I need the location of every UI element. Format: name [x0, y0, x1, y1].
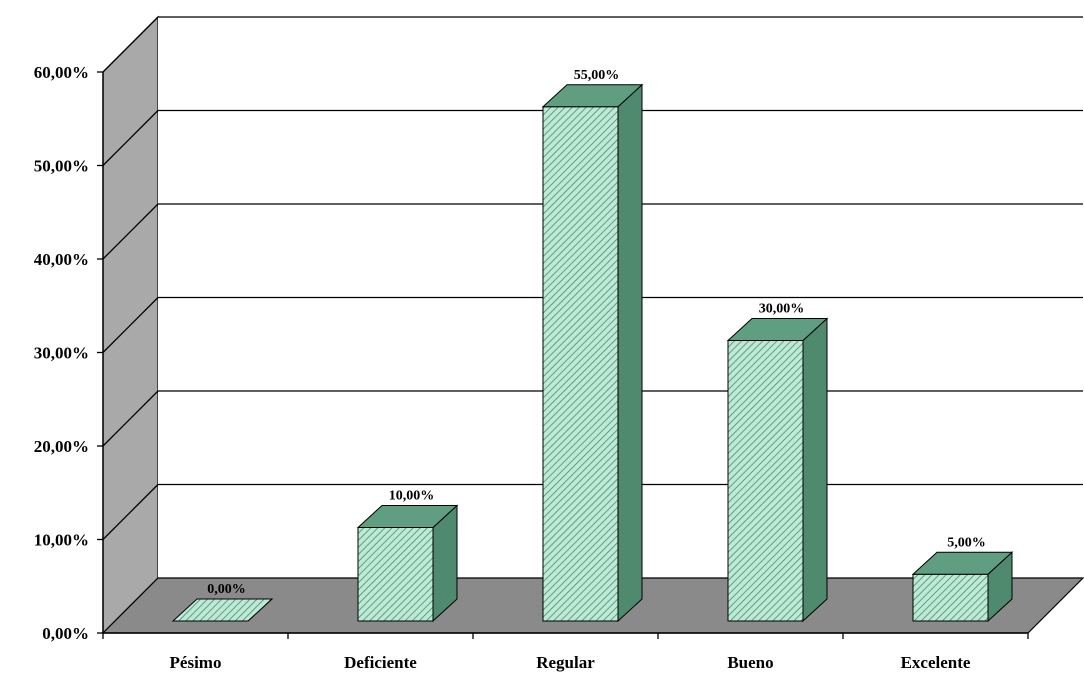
bar-front [357, 527, 434, 622]
bar-1 [171, 598, 274, 622]
y-tick-label: 30,00% [34, 344, 89, 363]
x-category-label: Excelente [901, 653, 971, 672]
gridline-side [102, 297, 159, 353]
bar-5 [911, 551, 1014, 623]
bar-3 [541, 83, 644, 623]
bar-side [617, 83, 643, 623]
y-tick-label: 60,00% [34, 63, 89, 82]
bar-front [727, 340, 804, 622]
gridline-side [102, 484, 159, 540]
bar-front [912, 573, 989, 622]
y-tick-label: 40,00% [34, 250, 89, 269]
x-category-label: Pésimo [170, 653, 222, 672]
bar-top [911, 551, 1014, 575]
bar-top [541, 84, 644, 108]
gridline-side [102, 110, 159, 166]
data-label: 10,00% [389, 489, 435, 504]
y-tick-label: 20,00% [34, 437, 89, 456]
bar-top [356, 505, 459, 528]
data-label: 0,00% [207, 582, 246, 597]
data-label: 55,00% [574, 68, 620, 83]
x-category-label: Regular [536, 653, 595, 672]
y-tick-label: 50,00% [34, 157, 89, 176]
bar-4 [726, 317, 829, 623]
data-label: 5,00% [947, 535, 986, 550]
bar-top [171, 598, 274, 622]
bar-front [542, 106, 619, 622]
x-category-label: Bueno [727, 653, 773, 672]
bar-2 [356, 504, 459, 623]
gridline-side [102, 203, 159, 260]
gridline-side [102, 390, 159, 447]
data-label: 30,00% [759, 302, 805, 317]
y-tick-label: 10,00% [34, 531, 89, 550]
bar-top [726, 318, 829, 341]
bar-side [802, 317, 828, 623]
x-category-label: Deficiente [344, 653, 417, 672]
gridline-side [102, 16, 159, 73]
y-tick-label: 0,00% [42, 624, 89, 643]
